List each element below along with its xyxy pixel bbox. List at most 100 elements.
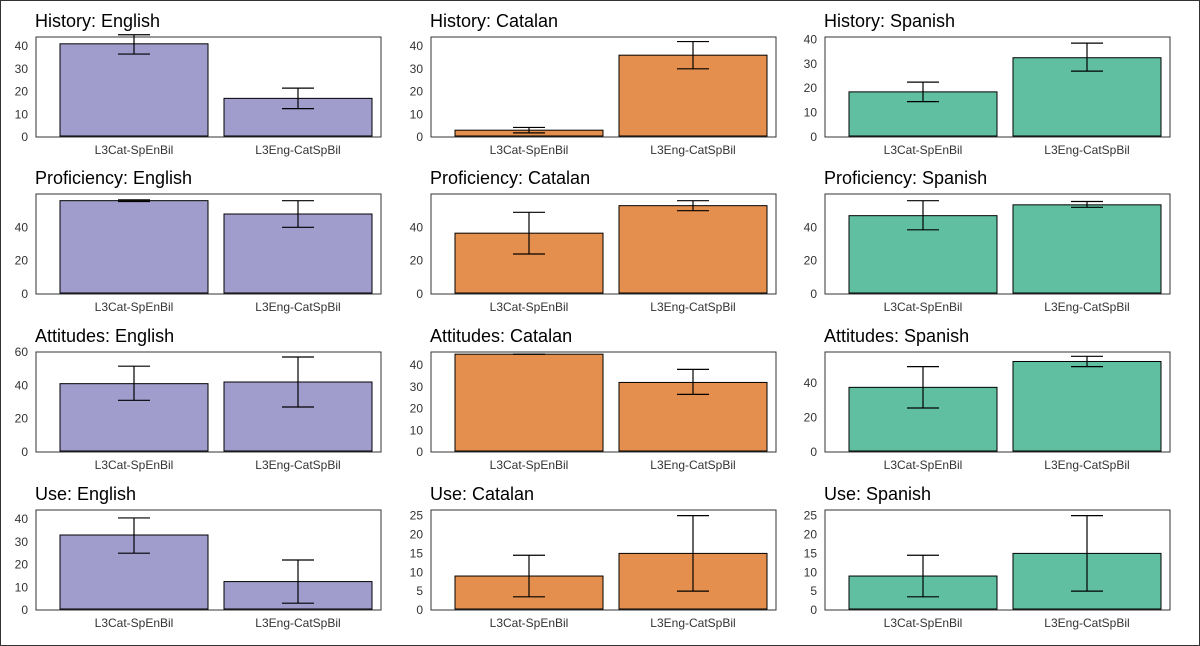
chart-title: Attitudes: Spanish xyxy=(824,326,969,346)
y-tick-label: 20 xyxy=(804,411,818,425)
x-tick-label: L3Cat-SpEnBil xyxy=(95,300,174,314)
chart-title: Proficiency: English xyxy=(35,168,192,188)
chart-panel: History: English 0 10 20 30 40 L3Cat-SpEnBil L3… xyxy=(15,11,382,157)
y-tick-label: 0 xyxy=(810,603,817,617)
y-tick-label: 40 xyxy=(804,220,818,234)
y-tick-label: 20 xyxy=(15,558,29,572)
chart-panel: Use: Spanish 0 5 10 15 20 25 L3Cat-SpEnBil L3Eng… xyxy=(804,484,1171,630)
x-tick-label: L3Cat-SpEnBil xyxy=(490,616,569,630)
chart-title: Use: English xyxy=(35,484,136,504)
bar xyxy=(59,43,209,137)
x-tick-label: L3Eng-CatSpBil xyxy=(650,458,735,472)
y-tick-label: 30 xyxy=(15,62,29,76)
x-tick-label: L3Eng-CatSpBil xyxy=(650,300,735,314)
y-tick-label: 0 xyxy=(416,287,423,301)
y-tick-label: 40 xyxy=(410,39,424,53)
y-tick-label: 40 xyxy=(15,39,29,53)
x-tick-label: L3Eng-CatSpBil xyxy=(255,300,340,314)
y-tick-label: 0 xyxy=(810,287,817,301)
x-tick-label: L3Cat-SpEnBil xyxy=(884,143,963,157)
bar xyxy=(1012,204,1162,294)
y-tick-label: 0 xyxy=(810,130,817,144)
y-tick-label: 30 xyxy=(410,380,424,394)
bar xyxy=(454,353,604,452)
y-tick-label: 20 xyxy=(804,81,818,95)
y-tick-label: 40 xyxy=(410,358,424,372)
y-tick-label: 30 xyxy=(804,57,818,71)
y-tick-label: 0 xyxy=(810,445,817,459)
y-tick-label: 0 xyxy=(21,603,28,617)
chart-panel: Use: English 0 10 20 30 40 L3Cat-SpEnBil L3Eng-… xyxy=(15,484,382,630)
y-tick-label: 20 xyxy=(804,528,818,542)
chart-panel: Attitudes: English 0 20 40 60 L3Cat-SpEnBil L3… xyxy=(15,326,382,472)
x-tick-label: L3Cat-SpEnBil xyxy=(490,458,569,472)
y-tick-label: 0 xyxy=(416,603,423,617)
x-tick-label: L3Cat-SpEnBil xyxy=(95,143,174,157)
y-tick-label: 20 xyxy=(804,254,818,268)
x-tick-label: L3Cat-SpEnBil xyxy=(490,143,569,157)
chart-panel: Attitudes: Spanish 0 20 40 L3Cat-SpEnBil L3En… xyxy=(804,326,1171,472)
x-tick-label: L3Eng-CatSpBil xyxy=(255,458,340,472)
y-tick-label: 40 xyxy=(410,220,424,234)
y-tick-label: 30 xyxy=(410,62,424,76)
x-tick-label: L3Cat-SpEnBil xyxy=(490,300,569,314)
chart-panel: Proficiency: Spanish 0 20 40 L3Cat-SpEnBil L3… xyxy=(804,168,1171,314)
y-tick-label: 0 xyxy=(21,445,28,459)
y-tick-label: 25 xyxy=(804,509,818,523)
x-tick-label: L3Eng-CatSpBil xyxy=(1044,458,1129,472)
y-tick-label: 5 xyxy=(810,584,817,598)
x-tick-label: L3Cat-SpEnBil xyxy=(95,458,174,472)
x-tick-label: L3Eng-CatSpBil xyxy=(1044,300,1129,314)
x-tick-label: L3Cat-SpEnBil xyxy=(884,616,963,630)
chart-title: Attitudes: Catalan xyxy=(430,326,572,346)
x-tick-label: L3Cat-SpEnBil xyxy=(884,458,963,472)
y-tick-label: 20 xyxy=(15,85,29,99)
chart-panel: Proficiency: English 0 20 40 L3Cat-SpEnBil L3… xyxy=(15,168,382,314)
y-tick-label: 40 xyxy=(15,512,29,526)
bar xyxy=(59,200,209,294)
x-tick-label: L3Eng-CatSpBil xyxy=(1044,616,1129,630)
chart-title: Attitudes: English xyxy=(35,326,174,346)
y-tick-label: 5 xyxy=(416,584,423,598)
y-tick-label: 0 xyxy=(21,287,28,301)
bar xyxy=(1012,360,1162,452)
x-tick-label: L3Eng-CatSpBil xyxy=(255,143,340,157)
bar xyxy=(618,205,768,294)
y-tick-label: 40 xyxy=(15,220,29,234)
y-tick-label: 20 xyxy=(410,254,424,268)
y-tick-label: 10 xyxy=(410,423,424,437)
y-tick-label: 10 xyxy=(15,580,29,594)
y-tick-label: 20 xyxy=(15,412,29,426)
chart-panel: History: Catalan 0 10 20 30 40 L3Cat-SpEnBil L3… xyxy=(410,11,777,157)
chart-panel: Proficiency: Catalan 0 20 40 L3Cat-SpEnBil L3… xyxy=(410,168,777,314)
chart-title: Use: Spanish xyxy=(824,484,931,504)
y-tick-label: 40 xyxy=(15,378,29,392)
y-tick-label: 0 xyxy=(416,130,423,144)
chart-panel: History: Spanish 0 10 20 30 40 L3Cat-SpEnBil L3… xyxy=(804,11,1171,157)
x-tick-label: L3Cat-SpEnBil xyxy=(884,300,963,314)
y-tick-label: 40 xyxy=(804,376,818,390)
y-tick-label: 20 xyxy=(410,528,424,542)
chart-panel: Use: Catalan 0 5 10 15 20 25 L3Cat-SpEnBil L3Eng… xyxy=(410,484,777,630)
y-tick-label: 20 xyxy=(410,85,424,99)
y-tick-label: 60 xyxy=(15,345,29,359)
chart-title: Use: Catalan xyxy=(430,484,534,504)
y-tick-label: 10 xyxy=(410,565,424,579)
y-tick-label: 0 xyxy=(21,130,28,144)
y-tick-label: 10 xyxy=(804,565,818,579)
y-tick-label: 15 xyxy=(410,546,424,560)
y-tick-label: 15 xyxy=(804,546,818,560)
y-tick-label: 20 xyxy=(410,402,424,416)
y-tick-label: 30 xyxy=(15,535,29,549)
chart-title: History: Spanish xyxy=(824,11,955,31)
y-tick-label: 10 xyxy=(804,106,818,120)
chart-title: History: Catalan xyxy=(430,11,558,31)
x-tick-label: L3Cat-SpEnBil xyxy=(95,616,174,630)
y-tick-label: 0 xyxy=(416,445,423,459)
x-tick-label: L3Eng-CatSpBil xyxy=(650,143,735,157)
y-tick-label: 20 xyxy=(15,254,29,268)
y-tick-label: 40 xyxy=(804,32,818,46)
y-tick-label: 25 xyxy=(410,509,424,523)
x-tick-label: L3Eng-CatSpBil xyxy=(650,616,735,630)
